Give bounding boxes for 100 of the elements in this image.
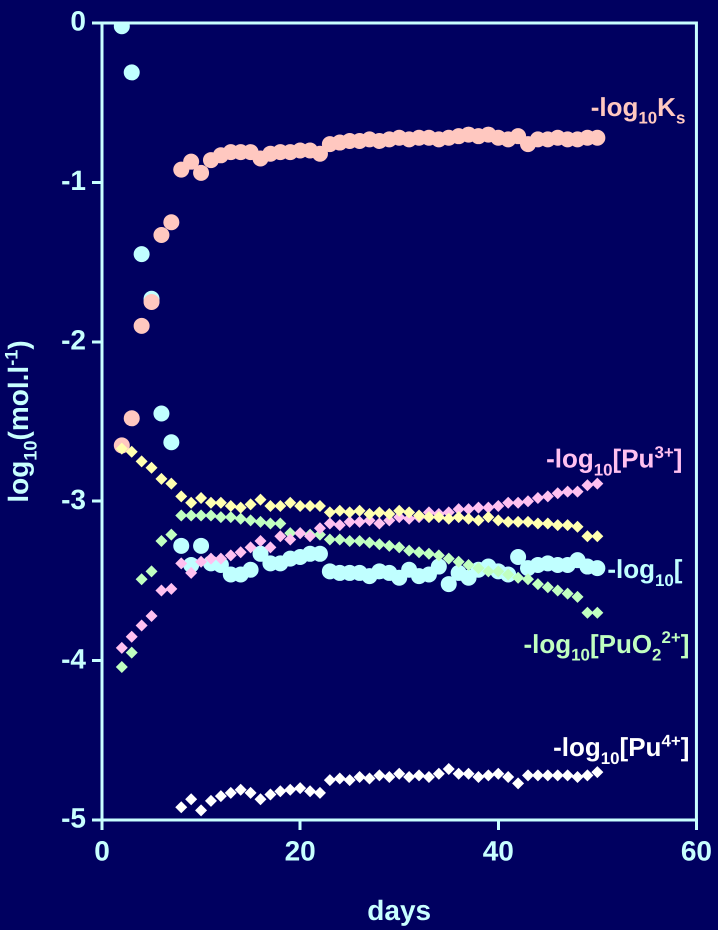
point: [482, 502, 494, 514]
point: [522, 573, 534, 586]
point: [195, 804, 208, 816]
point: [175, 801, 188, 814]
point: [155, 472, 168, 485]
point: [591, 478, 604, 490]
point: [413, 769, 426, 782]
point: [126, 446, 138, 458]
point: [432, 511, 445, 524]
point: [244, 541, 257, 554]
point: [334, 772, 346, 785]
point: [344, 774, 356, 786]
x-tick-label: 0: [94, 836, 110, 867]
y-tick-label: -3: [61, 484, 86, 515]
point: [383, 540, 396, 552]
point: [224, 786, 237, 799]
point: [542, 518, 554, 530]
point: [144, 294, 160, 310]
point: [532, 492, 544, 504]
point: [542, 769, 554, 782]
point: [354, 504, 366, 517]
point: [254, 516, 267, 528]
point: [165, 478, 178, 490]
point: [373, 769, 386, 782]
point: [334, 519, 346, 532]
point: [363, 536, 376, 549]
point: [403, 770, 416, 783]
point: [542, 490, 554, 502]
point: [442, 552, 455, 565]
point: [354, 516, 366, 528]
point: [552, 769, 564, 782]
point: [185, 566, 198, 579]
point: [165, 528, 178, 541]
point: [254, 793, 267, 806]
point: [124, 64, 140, 80]
point: [591, 766, 604, 778]
point: [572, 520, 584, 533]
point: [562, 519, 574, 532]
point: [136, 455, 148, 468]
point: [324, 506, 336, 518]
point: [224, 549, 237, 562]
point: [324, 533, 336, 546]
point: [136, 620, 148, 632]
point: [452, 556, 465, 568]
point: [314, 522, 326, 534]
point: [244, 498, 257, 510]
point: [462, 558, 475, 571]
point: [440, 576, 457, 592]
point: [532, 578, 544, 590]
point: [264, 500, 276, 512]
point: [462, 512, 475, 525]
point: [393, 541, 406, 554]
point: [214, 511, 227, 524]
point: [452, 511, 465, 524]
point: [552, 487, 564, 500]
point: [234, 512, 247, 525]
point: [312, 146, 328, 162]
point: [274, 530, 286, 542]
point: [482, 769, 494, 782]
point: [155, 535, 168, 548]
point: [193, 164, 210, 181]
point: [134, 246, 150, 262]
point: [562, 486, 574, 498]
point: [572, 770, 584, 783]
point: [126, 630, 138, 643]
point: [373, 518, 386, 530]
point: [254, 494, 267, 506]
point: [183, 154, 200, 170]
point: [163, 214, 180, 230]
point: [542, 581, 554, 594]
point: [383, 770, 396, 783]
point: [146, 610, 158, 622]
point: [193, 538, 210, 554]
point: [234, 546, 247, 558]
x-tick-label: 20: [284, 836, 316, 867]
point: [224, 511, 237, 524]
point: [472, 502, 484, 514]
point: [264, 788, 276, 800]
point: [572, 486, 584, 498]
point: [254, 535, 267, 548]
point: [284, 496, 296, 509]
point: [185, 510, 198, 522]
point: [344, 516, 356, 528]
point: [214, 790, 227, 802]
y-tick-label: -1: [61, 165, 86, 196]
point: [562, 588, 574, 600]
point: [432, 549, 445, 562]
point: [175, 510, 188, 522]
point: [502, 496, 514, 509]
y-tick-label: -2: [61, 324, 86, 356]
x-tick-label: 60: [680, 836, 712, 867]
point: [472, 770, 484, 783]
point: [274, 500, 286, 512]
point: [274, 785, 286, 798]
x-axis-title: days: [367, 895, 432, 926]
point: [492, 514, 504, 526]
point: [173, 538, 190, 554]
point: [304, 500, 316, 512]
point: [522, 495, 534, 508]
point: [383, 508, 396, 520]
